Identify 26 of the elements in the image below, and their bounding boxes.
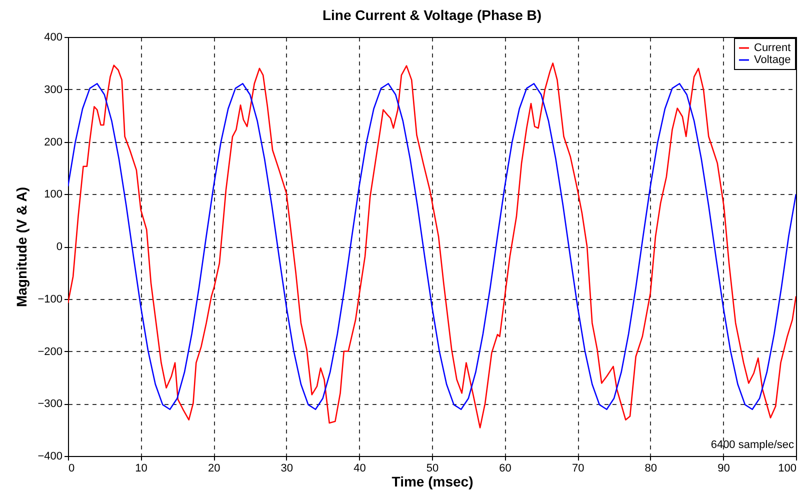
- legend-label: Current: [754, 42, 791, 54]
- x-tick-label: 50: [426, 462, 439, 474]
- x-tick-label: 80: [644, 462, 658, 474]
- y-tick-label: 0: [56, 241, 62, 253]
- y-tick-label: −300: [38, 398, 62, 410]
- x-axis-title: Time (msec): [392, 474, 474, 490]
- x-tick-label: 10: [135, 462, 148, 474]
- y-tick-label: 200: [44, 136, 62, 148]
- y-tick-label: 100: [44, 188, 62, 201]
- y-tick-label: −400: [38, 450, 62, 462]
- y-tick-label: −200: [38, 346, 62, 358]
- x-tick-label: 100: [778, 462, 796, 474]
- y-tick-label: 400: [44, 32, 62, 44]
- y-tick-label: −100: [38, 293, 62, 306]
- legend-label: Voltage: [754, 54, 791, 66]
- y-axis-title: Magnitude (V & A): [14, 186, 30, 308]
- x-tick-label: 40: [354, 462, 366, 474]
- x-tick-label: 20: [208, 462, 220, 474]
- x-tick-label: 70: [572, 462, 584, 474]
- x-tick-label: 90: [718, 462, 730, 474]
- annotation: 6400 sample/sec: [710, 439, 794, 451]
- x-tick-label: 60: [499, 462, 512, 474]
- x-tick-label: 30: [280, 462, 294, 474]
- x-tick-label: 0: [68, 462, 75, 474]
- y-tick-label: 300: [44, 84, 62, 96]
- chart-title: Line Current & Voltage (Phase B): [322, 7, 542, 23]
